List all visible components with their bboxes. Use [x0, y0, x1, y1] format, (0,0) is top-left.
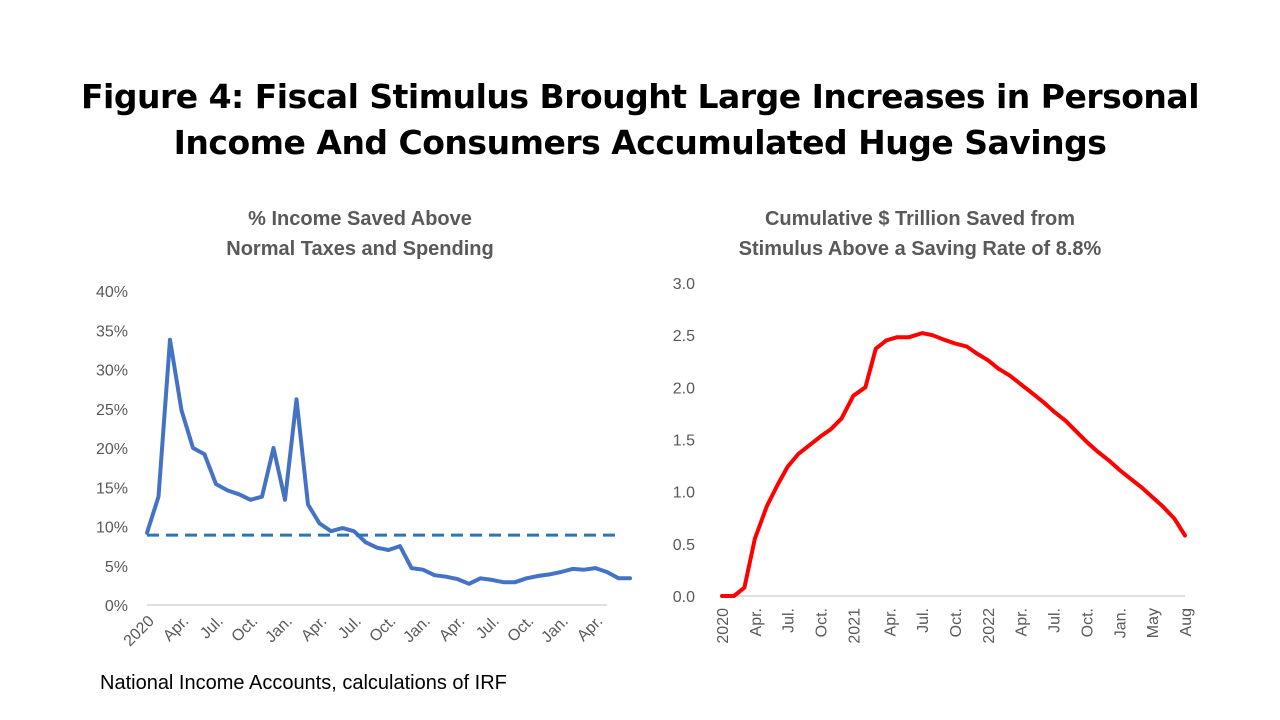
- right-xtick-label: 2022: [981, 608, 998, 644]
- right-chart-title-line-1: Cumulative $ Trillion Saved from: [765, 208, 1075, 230]
- left-series-line: [145, 337, 632, 586]
- left-ytick-label: 20%: [96, 441, 128, 458]
- right-ytick-label: 1.5: [673, 433, 695, 450]
- right-xtick-label: 2020: [715, 608, 732, 644]
- left-chart-title-line-1: % Income Saved Above: [248, 208, 472, 230]
- right-series-line: [720, 331, 1187, 598]
- right-xtick-label: Oct.: [948, 608, 965, 637]
- left-ytick-label: 40%: [96, 284, 128, 301]
- right-xtick-label: Oct.: [814, 608, 831, 637]
- right-xtick-label: May: [1145, 608, 1162, 638]
- left-ytick-label: 15%: [96, 480, 128, 497]
- right-ytick-label: 0.5: [673, 537, 695, 554]
- right-xtick-label: Jan.: [1112, 608, 1129, 638]
- left-ytick-label: 25%: [96, 402, 128, 419]
- right-xtick-label: Apr.: [1014, 608, 1031, 636]
- right-xtick-label: Apr.: [748, 608, 765, 636]
- right-xtick-label: Jul.: [781, 608, 798, 633]
- figure-title: Figure 4: Fiscal Stimulus Brought Large …: [0, 74, 1280, 166]
- right-ytick-label: 2.0: [673, 380, 695, 397]
- right-xtick-label: Aug: [1178, 608, 1195, 636]
- right-ytick-label: 0.0: [673, 589, 695, 606]
- right-xtick-label: Apr.: [882, 608, 899, 636]
- left-ytick-label: 0%: [105, 598, 128, 615]
- left-ytick-label: 10%: [96, 520, 128, 537]
- left-ytick-label: 5%: [105, 559, 128, 576]
- right-ytick-label: 2.5: [673, 328, 695, 345]
- right-xtick-label: Oct.: [1079, 608, 1096, 637]
- left-ytick-label: 35%: [96, 323, 128, 340]
- right-ytick-label: 1.0: [673, 485, 695, 502]
- right-xtick-label: 2021: [846, 608, 863, 644]
- source-note: National Income Accounts, calculations o…: [100, 672, 507, 694]
- figure-title-line-1: Figure 4: Fiscal Stimulus Brought Large …: [80, 77, 1200, 116]
- right-xtick-label: Jul.: [1047, 608, 1064, 633]
- right-xtick-label: Jul.: [915, 608, 932, 633]
- left-ytick-label: 30%: [96, 363, 128, 380]
- right-ytick-label: 3.0: [673, 276, 695, 293]
- figure-title-line-2: Income And Consumers Accumulated Huge Sa…: [173, 123, 1107, 162]
- right-chart-title-line-2: Stimulus Above a Saving Rate of 8.8%: [739, 238, 1102, 260]
- left-chart-title-line-2: Normal Taxes and Spending: [226, 238, 493, 260]
